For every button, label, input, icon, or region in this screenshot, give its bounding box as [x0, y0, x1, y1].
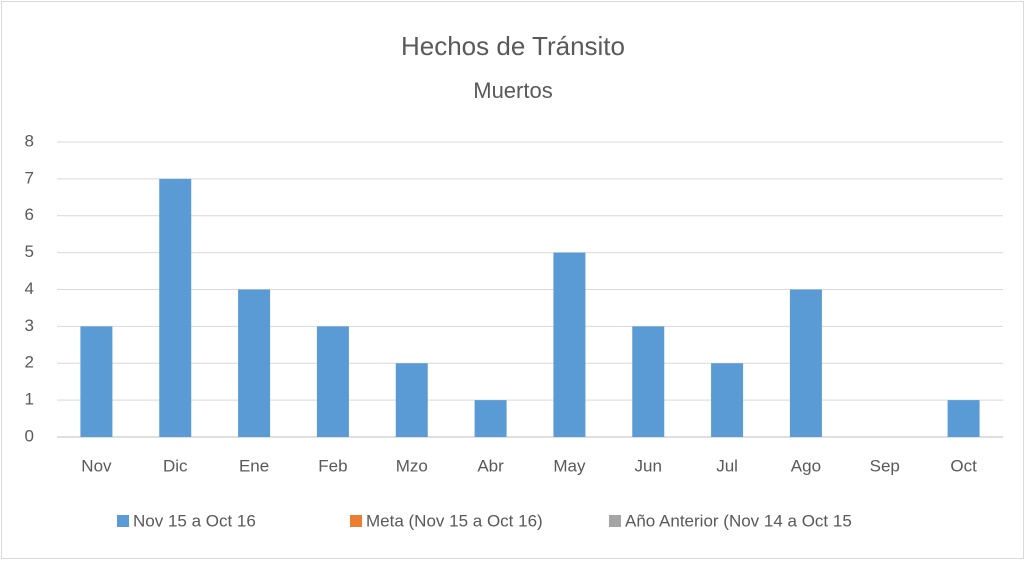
chart-title: Hechos de Tránsito	[401, 31, 625, 61]
y-tick-label: 6	[25, 205, 34, 224]
x-tick-label: Oct	[950, 456, 977, 475]
y-tick-label: 1	[25, 390, 34, 409]
chart-subtitle: Muertos	[473, 78, 552, 103]
x-tick-label: May	[553, 456, 586, 475]
x-tick-label: Jul	[716, 456, 738, 475]
y-tick-label: 4	[25, 279, 34, 298]
legend-swatch	[117, 515, 129, 527]
bar	[316, 326, 349, 437]
y-tick-label: 7	[25, 168, 34, 187]
bar	[80, 326, 113, 437]
x-tick-label: Nov	[81, 456, 112, 475]
bar	[159, 178, 192, 437]
bar	[789, 289, 822, 437]
y-tick-label: 5	[25, 242, 34, 261]
x-tick-label: Ago	[791, 456, 821, 475]
bar	[238, 289, 271, 437]
x-tick-label: Feb	[318, 456, 347, 475]
y-tick-label: 0	[25, 426, 34, 445]
bar	[395, 363, 428, 437]
legend-swatch	[350, 515, 362, 527]
bar	[553, 252, 586, 437]
y-tick-label: 3	[25, 316, 34, 335]
y-tick-label: 2	[25, 353, 34, 372]
x-tick-label: Abr	[477, 456, 504, 475]
x-tick-label: Sep	[870, 456, 900, 475]
legend-label: Nov 15 a Oct 16	[133, 511, 256, 530]
legend-label: Meta (Nov 15 a Oct 16)	[366, 511, 543, 530]
x-tick-label: Jun	[635, 456, 662, 475]
x-tick-label: Ene	[239, 456, 269, 475]
y-tick-label: 8	[25, 131, 34, 150]
bar	[632, 326, 665, 437]
bar	[947, 400, 980, 437]
x-tick-label: Mzo	[396, 456, 428, 475]
legend-swatch	[609, 515, 621, 527]
legend-label: Año Anterior (Nov 14 a Oct 15	[625, 511, 852, 530]
bar	[474, 400, 507, 437]
x-tick-label: Dic	[163, 456, 188, 475]
bar	[711, 363, 744, 437]
